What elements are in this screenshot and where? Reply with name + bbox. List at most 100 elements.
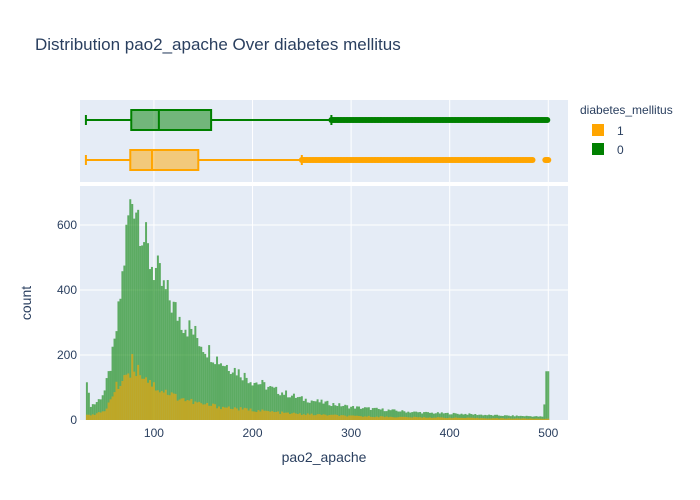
histogram-bar [365,407,368,420]
histogram-bar [285,412,288,420]
legend-title: diabetes_mellitus [580,103,673,117]
histogram-bar [324,414,327,420]
histogram-bar [438,413,441,420]
histogram-bar [326,400,329,420]
histogram-bar [330,406,333,420]
histogram-bar [302,400,305,420]
histogram-bars [85,199,550,420]
histogram-bar [206,402,209,420]
histogram-bar [454,417,457,420]
histogram-bar [367,407,370,420]
histogram-bar [458,414,461,420]
histogram-bar [385,411,388,420]
histogram-bar [225,364,228,420]
histogram-bar [365,416,368,420]
histogram-bar [210,405,213,420]
histogram-bar [231,409,234,420]
histogram-bar [237,410,240,420]
histogram-bar [184,329,187,420]
histogram-bar [164,389,167,420]
histogram-bar [507,415,510,420]
legend-swatch-1 [592,124,604,136]
histogram-bar [456,413,459,420]
histogram-bar [371,408,374,420]
y-axis-title: count [18,286,34,320]
histogram-bar [103,390,106,420]
histogram-bar [470,414,473,420]
histogram-bar [281,392,284,420]
histogram-bar [133,371,136,420]
histogram-bar [139,245,142,420]
histogram-bar [186,336,189,420]
histogram-bar [105,408,108,420]
legend: diabetes_mellitus 1 0 [580,103,673,157]
box-iqr [129,149,200,171]
histogram-bar [178,316,181,420]
histogram-bar [97,399,100,420]
histogram-bar [352,415,355,420]
histogram-bar [458,417,461,420]
histogram-bar [474,418,477,420]
histogram-bar [517,416,520,420]
histogram-bar [229,408,232,420]
histogram-bar [269,411,272,420]
histogram-bar [369,416,372,420]
histogram-bar [387,417,390,420]
histogram-bar [361,408,364,420]
histogram-bar [125,224,128,420]
histogram-bar [275,411,278,420]
histogram-bar [535,416,538,420]
histogram-bar [428,417,431,420]
histogram-bar [359,416,362,420]
histogram-bar [399,416,402,420]
x-axis-title: pao2_apache [282,449,367,465]
histogram-bar [306,413,309,420]
histogram-bar [521,418,524,420]
histogram-bar [533,418,536,420]
histogram-bar [265,410,268,420]
histogram-bar [427,417,429,420]
outlier-point [545,157,552,163]
histogram-bar [519,415,522,420]
legend-item-1[interactable]: 1 [592,124,624,138]
histogram-bar [415,416,418,420]
histogram-bar [221,365,224,420]
histogram-bar [423,412,426,420]
histogram-bar [168,395,171,420]
histogram-bar [434,413,437,420]
histogram-bar [135,376,138,420]
histogram-bar [521,416,524,420]
x-tick-label: 300 [341,426,361,440]
histogram-bar [105,378,108,420]
histogram-bar [143,242,146,420]
histogram-bar [472,417,475,420]
histogram-bar [456,417,459,420]
histogram-bar [314,401,317,420]
histogram-bar [141,378,144,420]
box-plot-1 [84,149,552,171]
histogram-bar [419,417,422,420]
histogram-bar [480,414,483,420]
histogram-bar [446,418,449,420]
histogram-bar [452,417,455,420]
histogram-bar [350,406,353,420]
histogram-bar [89,415,92,420]
histogram-bar [480,418,483,420]
legend-swatch-0 [592,143,604,155]
histogram-bar [448,414,451,420]
histogram-bar [383,417,386,420]
histogram-bar [241,380,244,420]
histogram-bar [95,402,98,420]
histogram-bar [515,415,518,420]
histogram-bar [367,415,370,420]
histogram-bar [401,416,404,420]
histogram-bar [336,414,339,420]
legend-item-0[interactable]: 0 [592,143,624,157]
histogram-bar [492,418,495,420]
histogram-bar [509,416,512,420]
histogram-bar [149,380,151,420]
histogram-bar [373,407,376,420]
histogram-bar [235,408,238,420]
histogram-bar [387,409,390,420]
